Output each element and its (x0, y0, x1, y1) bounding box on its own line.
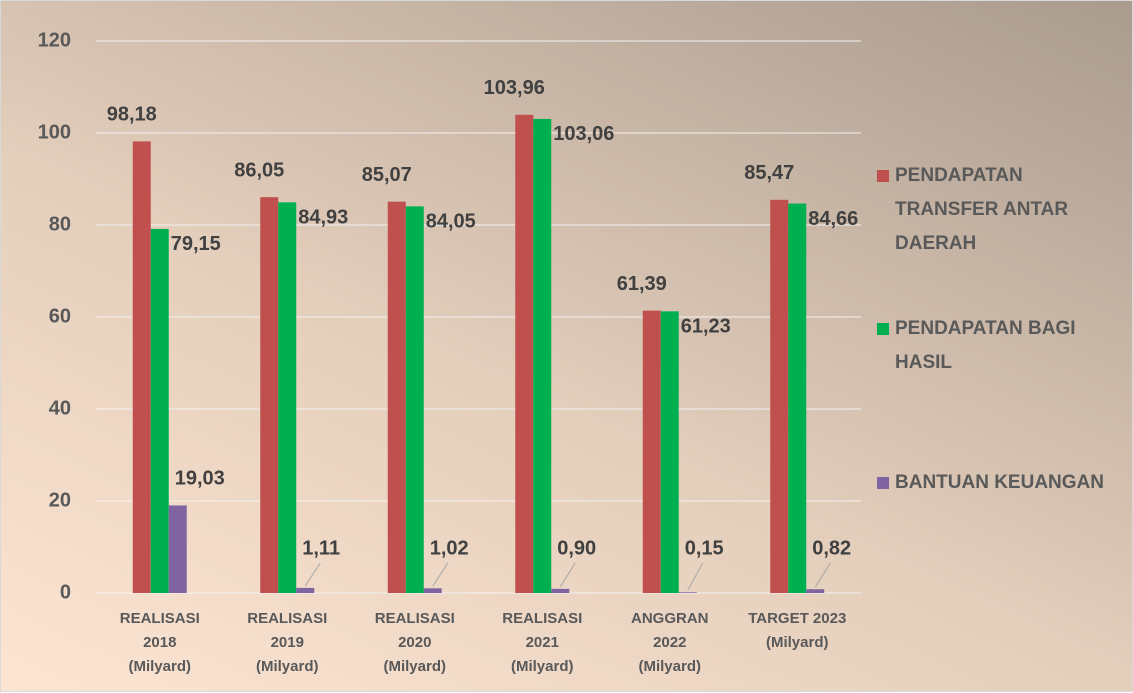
value-label: 61,23 (681, 316, 731, 338)
leader-line (559, 562, 576, 588)
bar (296, 587, 315, 593)
leader-line (432, 562, 449, 587)
bar (678, 592, 697, 593)
x-tick-label: (Milyard) (383, 658, 446, 675)
value-label: 85,07 (362, 164, 412, 186)
x-tick-label: (Milyard) (128, 658, 191, 675)
y-tick-label: 40 (49, 397, 71, 419)
value-label: 1,11 (302, 537, 340, 559)
y-tick-label: 60 (49, 305, 71, 327)
bar (660, 311, 679, 593)
leader-line (687, 562, 704, 591)
y-tick-label: 120 (38, 29, 71, 51)
value-label: 84,93 (298, 207, 348, 229)
value-label: 84,66 (808, 208, 858, 230)
legend-swatch (877, 477, 889, 489)
legend-item: PENDAPATAN BAGI HASIL (873, 312, 1123, 380)
bar (150, 228, 169, 593)
bar (405, 206, 424, 593)
x-tick-label: TARGET 2023 (748, 610, 846, 627)
bar (806, 589, 825, 593)
x-tick-label: (Milyard) (766, 634, 829, 651)
bar (423, 588, 442, 593)
legend-item: BANTUAN KEUANGAN (873, 466, 1123, 500)
value-label: 85,47 (744, 162, 794, 184)
value-label: 19,03 (175, 468, 225, 490)
value-label: 79,15 (171, 233, 221, 255)
value-label: 103,96 (484, 77, 545, 99)
value-label: 86,05 (234, 159, 284, 181)
legend-label: PENDAPATAN BAGI HASIL (895, 318, 1076, 373)
x-tick-label: (Milyard) (638, 658, 701, 675)
y-tick-label: 20 (49, 489, 71, 511)
x-tick-label: REALISASI (375, 610, 455, 627)
value-label: 103,06 (553, 123, 614, 145)
x-tick-label: 2019 (271, 634, 304, 651)
y-tick-label: 0 (60, 581, 71, 603)
value-label: 1,02 (430, 537, 469, 559)
value-label: 0,90 (557, 537, 596, 559)
x-tick-label: 2018 (143, 634, 176, 651)
legend-label: PENDAPATAN TRANSFER ANTAR DAERAH (895, 165, 1069, 254)
bar (260, 197, 279, 594)
bar (551, 588, 570, 593)
x-tick-label: ANGGRAN (631, 610, 709, 627)
value-label: 98,18 (107, 104, 157, 126)
bar (387, 201, 406, 594)
bar (132, 141, 151, 593)
leader-line (304, 562, 321, 587)
value-label: 0,82 (812, 537, 851, 559)
x-tick-label: (Milyard) (256, 658, 319, 675)
value-label: 84,05 (426, 211, 476, 233)
legend-swatch (877, 323, 889, 335)
bar (533, 118, 552, 593)
value-label: 61,39 (617, 273, 667, 295)
bar (770, 199, 789, 593)
x-tick-label: 2020 (398, 634, 431, 651)
x-tick-label: REALISASI (120, 610, 200, 627)
bar (515, 114, 534, 593)
x-tick-label: 2021 (526, 634, 559, 651)
x-tick-label: 2022 (653, 634, 686, 651)
bar (278, 202, 297, 593)
legend-label: BANTUAN KEUANGAN (895, 472, 1104, 493)
x-tick-label: (Milyard) (511, 658, 574, 675)
bar (168, 505, 187, 593)
bar (642, 310, 661, 593)
legend-item: PENDAPATAN TRANSFER ANTAR DAERAH (873, 159, 1123, 261)
bar (788, 203, 807, 593)
legend-swatch (877, 170, 889, 182)
leader-line (814, 562, 831, 588)
x-tick-label: REALISASI (247, 610, 327, 627)
value-label: 0,15 (685, 537, 724, 559)
y-tick-label: 80 (49, 213, 71, 235)
y-tick-label: 100 (38, 121, 71, 143)
x-tick-label: REALISASI (502, 610, 582, 627)
